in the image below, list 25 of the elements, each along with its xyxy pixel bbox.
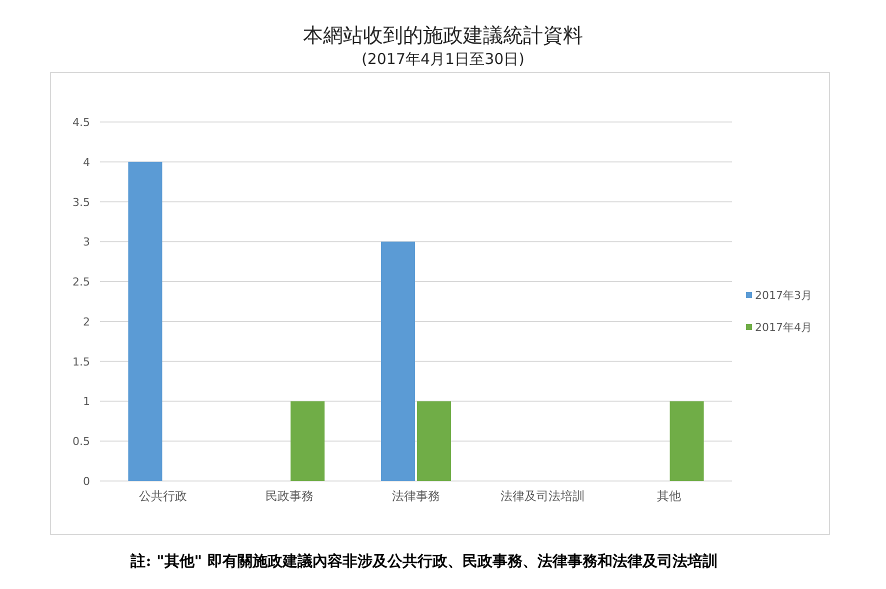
x-tick-label: 民政事務 (266, 489, 314, 503)
chart-subtitle: (2017年4月1日至30日) (361, 50, 525, 68)
y-tick-label: 2.5 (72, 276, 90, 289)
bar (381, 242, 415, 481)
y-tick-label: 2 (83, 315, 90, 328)
bar (290, 401, 325, 481)
legend-label: 2017年4月 (755, 321, 812, 334)
x-tick-label: 公共行政 (139, 489, 188, 503)
bar (128, 162, 162, 481)
legend-label: 2017年3月 (755, 289, 812, 302)
x-tick-label: 法律事務 (392, 489, 440, 503)
y-tick-label: 4 (83, 156, 90, 169)
y-tick-label: 1 (83, 395, 90, 408)
x-tick-label: 法律及司法培訓 (500, 489, 584, 503)
chart-title: 本網站收到的施政建議統計資料 (303, 23, 583, 47)
x-tick-label: 其他 (656, 489, 681, 503)
y-tick-label: 3.5 (72, 196, 90, 209)
y-tick-label: 1.5 (72, 355, 90, 368)
y-tick-label: 3 (83, 236, 90, 249)
bar (417, 401, 451, 481)
y-tick-label: 0 (83, 475, 90, 488)
text: 註: "其他" 即有關施政建議內容非涉及公共行政、民政事務、法律事務和法律及司法培訓 (130, 552, 718, 570)
y-tick-label: 4.5 (72, 116, 90, 129)
bar (670, 401, 704, 481)
y-tick-label: 0.5 (72, 435, 90, 448)
